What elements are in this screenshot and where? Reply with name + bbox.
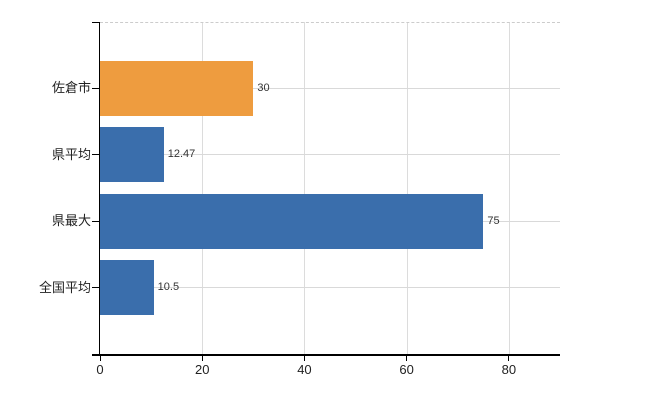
bar-value-label: 75 (487, 214, 500, 227)
x-axis-tick (406, 355, 408, 361)
gridline-horizontal (100, 154, 560, 156)
bar (100, 60, 254, 116)
x-axis-line (92, 354, 560, 356)
gridline-vertical (406, 22, 408, 354)
plot-top-border (100, 22, 560, 23)
y-axis-category-tick (92, 287, 100, 289)
x-axis-tick (303, 355, 305, 361)
y-axis-line (98, 22, 100, 355)
category-label: 全国平均 (38, 279, 91, 295)
bar-value-label: 10.5 (157, 281, 180, 294)
y-axis-category-tick (92, 87, 100, 89)
category-label: 県最大 (51, 213, 91, 229)
bar (100, 127, 164, 183)
category-label: 県平均 (51, 146, 91, 162)
x-axis-tick (99, 355, 101, 361)
x-tick-label: 80 (501, 362, 517, 377)
bar-value-label: 30 (257, 81, 270, 94)
x-axis-tick (201, 355, 203, 361)
y-axis-category-tick (92, 154, 100, 156)
gridline-vertical (508, 22, 510, 354)
x-tick-label: 40 (297, 362, 312, 377)
gridline-vertical (304, 22, 306, 354)
gridline-horizontal (100, 87, 560, 89)
bar-value-label: 12.47 (167, 148, 196, 161)
x-tick-label: 0 (96, 362, 104, 377)
y-axis-top-tick (92, 21, 100, 23)
category-label: 佐倉市 (51, 80, 91, 96)
x-axis-tick (508, 355, 510, 361)
x-tick-label: 60 (399, 362, 414, 377)
gridline-vertical (202, 22, 204, 354)
y-axis-category-tick (92, 220, 100, 222)
gridline-horizontal (100, 287, 560, 289)
x-tick-label: 20 (194, 362, 210, 377)
bar (100, 193, 484, 249)
bar (100, 260, 154, 316)
